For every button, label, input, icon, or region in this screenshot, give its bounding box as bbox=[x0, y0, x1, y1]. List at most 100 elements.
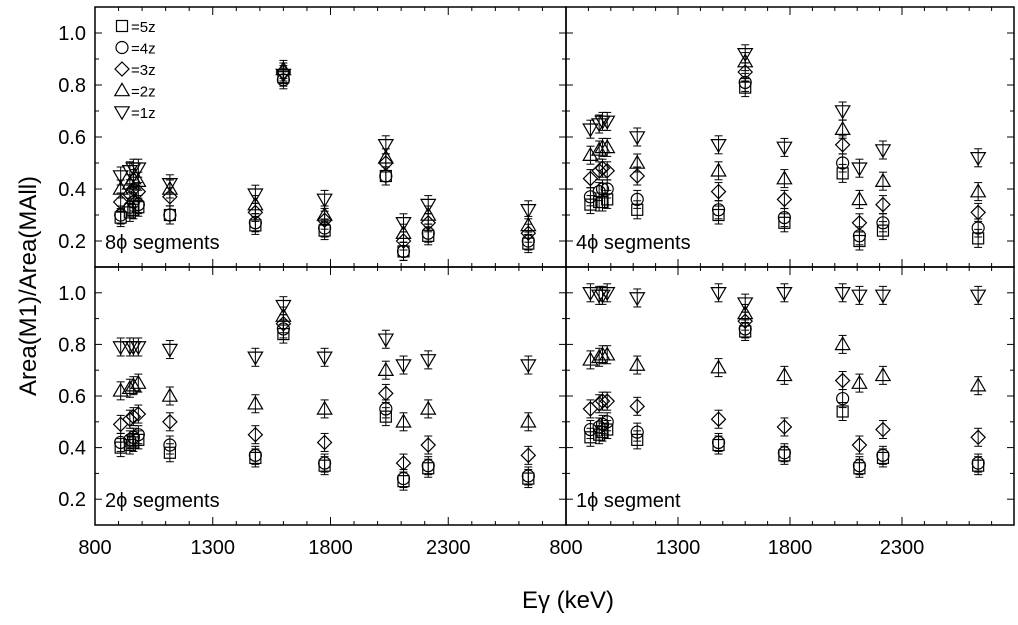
y-tick-label: 0.6 bbox=[58, 127, 86, 149]
marker-triangle-down bbox=[874, 144, 892, 159]
y-tick-label: 0.4 bbox=[58, 179, 86, 201]
marker-diamond bbox=[776, 419, 793, 435]
marker-circle bbox=[876, 448, 890, 462]
marker-square bbox=[115, 19, 129, 33]
marker-triangle-down bbox=[419, 354, 437, 369]
marker-triangle-down bbox=[520, 359, 537, 374]
panel-label: 2ϕ segments bbox=[105, 490, 220, 512]
legend-label: =2z bbox=[131, 84, 156, 101]
marker-triangle-down bbox=[598, 115, 616, 130]
marker-diamond bbox=[875, 196, 891, 213]
marker-triangle-down bbox=[161, 343, 179, 358]
legend: =5z =4z =3z =2z =1z bbox=[113, 19, 156, 122]
marker-diamond bbox=[316, 212, 333, 229]
marker-diamond bbox=[737, 64, 754, 80]
marker-triangle-up bbox=[834, 336, 851, 351]
marker-circle bbox=[971, 221, 985, 235]
marker-triangle-up bbox=[874, 172, 892, 187]
marker-circle bbox=[876, 216, 890, 230]
marker-diamond bbox=[162, 413, 178, 430]
y-tick-label: 0.8 bbox=[58, 75, 86, 97]
marker-triangle-up bbox=[130, 172, 147, 187]
panel-2-data bbox=[582, 44, 987, 251]
marker-triangle-up bbox=[710, 162, 727, 177]
marker-diamond bbox=[122, 186, 138, 203]
marker-circle bbox=[583, 422, 598, 437]
y-axis-title: Area(M1)/Area(MAll) bbox=[15, 176, 42, 396]
marker-diamond bbox=[629, 398, 646, 415]
marker-circle bbox=[711, 435, 726, 450]
marker-triangle-down bbox=[161, 178, 179, 193]
legend-label: =5z bbox=[131, 19, 156, 36]
marker-triangle-down bbox=[112, 341, 129, 356]
marker-diamond bbox=[970, 429, 987, 446]
marker-triangle-down bbox=[776, 141, 793, 156]
marker-circle bbox=[852, 459, 867, 473]
marker-circle bbox=[421, 459, 435, 473]
y-tick-label: 1.0 bbox=[58, 23, 86, 45]
marker-triangle-up bbox=[776, 366, 793, 382]
marker-triangle-down bbox=[710, 139, 727, 154]
marker-circle bbox=[600, 415, 614, 429]
marker-triangle-down bbox=[377, 139, 395, 154]
marker-diamond bbox=[591, 162, 608, 179]
marker-triangle-up bbox=[851, 191, 868, 206]
marker-circle bbox=[630, 425, 644, 439]
marker-triangle-down bbox=[851, 289, 868, 304]
marker-triangle-up bbox=[113, 82, 131, 97]
marker-triangle-up bbox=[874, 366, 892, 382]
marker-triangle-up bbox=[598, 346, 616, 361]
marker-triangle-down bbox=[874, 289, 892, 304]
y-tick-label: 0.6 bbox=[58, 386, 86, 408]
marker-triangle-up bbox=[598, 139, 616, 154]
marker-triangle-up bbox=[395, 413, 412, 428]
panel-3-data bbox=[112, 296, 537, 491]
x-tick-label: 1800 bbox=[308, 537, 353, 559]
marker-triangle-up bbox=[130, 374, 147, 389]
marker-triangle-down bbox=[710, 287, 727, 302]
marker-triangle-up bbox=[520, 413, 537, 428]
marker-triangle-down bbox=[520, 204, 537, 219]
marker-circle bbox=[131, 428, 145, 442]
marker-triangle-down bbox=[130, 341, 147, 356]
marker-triangle-up bbox=[628, 356, 646, 371]
marker-triangle-up bbox=[520, 217, 537, 232]
marker-triangle-down bbox=[419, 198, 437, 213]
marker-triangle-down bbox=[275, 68, 292, 83]
marker-triangle-up bbox=[969, 377, 987, 392]
marker-triangle-up bbox=[736, 53, 754, 68]
panel-label: 1ϕ segment bbox=[576, 490, 681, 512]
marker-triangle-down bbox=[316, 351, 333, 366]
marker-triangle-up bbox=[161, 180, 179, 195]
marker-triangle-down bbox=[834, 105, 851, 120]
marker-triangle-down bbox=[834, 287, 851, 302]
legend-label: =3z bbox=[131, 62, 156, 79]
marker-triangle-up bbox=[161, 387, 179, 402]
x-axis-title: Eγ (keV) bbox=[522, 587, 614, 614]
marker-circle bbox=[711, 203, 726, 217]
marker-triangle-up bbox=[582, 146, 599, 161]
marker-triangle-down bbox=[130, 162, 147, 177]
marker-diamond bbox=[591, 395, 608, 412]
x-tick-label: 1300 bbox=[656, 537, 701, 559]
marker-triangle-down bbox=[247, 188, 264, 203]
marker-triangle-up bbox=[776, 170, 793, 185]
marker-triangle-up bbox=[316, 206, 333, 221]
marker-triangle-down bbox=[598, 287, 616, 302]
marker-triangle-down bbox=[594, 289, 611, 304]
y-tick-label: 0.4 bbox=[58, 438, 86, 460]
x-tick-label: 2300 bbox=[880, 537, 925, 559]
marker-diamond bbox=[710, 183, 727, 200]
marker-diamond bbox=[247, 426, 264, 443]
marker-circle bbox=[600, 182, 614, 196]
panel-1-data bbox=[112, 59, 537, 261]
marker-circle bbox=[114, 435, 128, 450]
marker-circle bbox=[836, 156, 850, 170]
marker-triangle-up bbox=[377, 149, 395, 164]
marker-circle bbox=[163, 438, 177, 452]
marker-diamond bbox=[420, 437, 437, 453]
x-tick-label: 1300 bbox=[191, 537, 236, 559]
marker-diamond bbox=[851, 437, 868, 453]
marker-diamond bbox=[130, 406, 147, 422]
marker-diamond bbox=[970, 204, 987, 221]
